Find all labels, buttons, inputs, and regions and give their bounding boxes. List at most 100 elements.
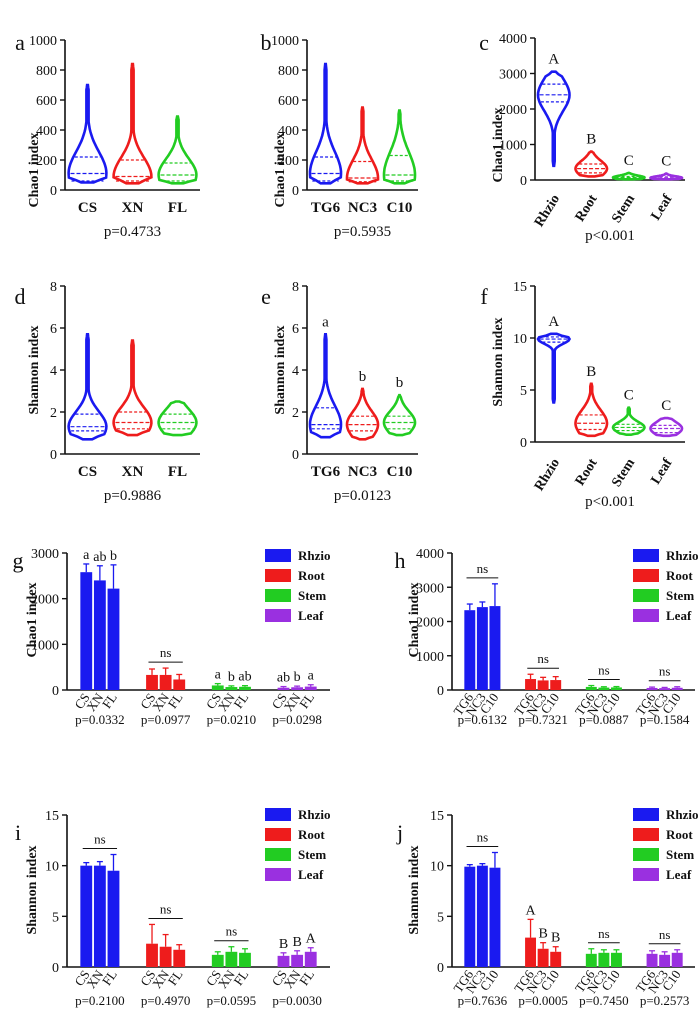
y-tick-label: 6 bbox=[50, 322, 57, 337]
x-tick-label: CS bbox=[71, 967, 92, 989]
y-tick-label: 3000 bbox=[499, 68, 527, 83]
legend-swatch bbox=[265, 549, 291, 562]
panel-label: d bbox=[15, 284, 26, 309]
x-tick-label: FL bbox=[230, 967, 251, 988]
y-tick-label: 1000 bbox=[31, 638, 59, 653]
legend-label: Root bbox=[298, 827, 325, 842]
bar-FL bbox=[239, 952, 251, 967]
panel-label: h bbox=[395, 548, 406, 573]
significance-label: ns bbox=[226, 924, 238, 939]
significance-label: ns bbox=[659, 664, 671, 679]
legend-label: Rhzio bbox=[298, 548, 331, 563]
y-tick-label: 1000 bbox=[29, 34, 57, 49]
y-tick-label: 600 bbox=[278, 94, 299, 109]
legend-label: Stem bbox=[298, 588, 326, 603]
bar-FL bbox=[239, 686, 251, 690]
significance-letter: C bbox=[624, 153, 634, 169]
bar-TG6 bbox=[525, 937, 537, 967]
significance-letter: B bbox=[292, 935, 301, 950]
bar-NC3 bbox=[537, 948, 549, 967]
x-tick-label: CS bbox=[269, 690, 290, 712]
violin-Root bbox=[574, 150, 609, 178]
y-axis-label: Chao1 index bbox=[25, 582, 40, 657]
y-tick-label: 2000 bbox=[416, 616, 444, 631]
significance-label: ns bbox=[94, 832, 106, 847]
significance-letter: B bbox=[586, 132, 596, 148]
p-value: p<0.001 bbox=[585, 228, 635, 244]
panel-label: c bbox=[479, 30, 489, 55]
x-tick-label: FL bbox=[168, 464, 187, 480]
y-tick-label: 2000 bbox=[31, 593, 59, 608]
y-tick-label: 5 bbox=[437, 910, 444, 925]
bar-CS bbox=[277, 955, 290, 967]
significance-label: ns bbox=[598, 663, 610, 678]
violin-NC3 bbox=[345, 387, 380, 441]
significance-letter: C bbox=[661, 398, 671, 414]
y-tick-label: 0 bbox=[437, 961, 444, 976]
bar-XN bbox=[159, 674, 172, 690]
bar-CS bbox=[80, 865, 93, 967]
violin-Leaf bbox=[648, 172, 684, 181]
y-tick-label: 10 bbox=[513, 332, 527, 347]
x-tick-label: CS bbox=[137, 967, 158, 989]
x-tick-label: Stem bbox=[609, 456, 638, 490]
p-value: p<0.001 bbox=[585, 494, 635, 510]
legend-swatch bbox=[265, 868, 291, 881]
y-axis-label: Chao1 index bbox=[407, 582, 422, 657]
y-tick-label: 2 bbox=[50, 406, 57, 421]
x-tick-label: Leaf bbox=[648, 192, 675, 223]
violin-C10 bbox=[382, 109, 417, 185]
significance-letter: C bbox=[661, 154, 671, 170]
p-value: p=0.0887 bbox=[579, 712, 629, 727]
bar-XN bbox=[291, 687, 304, 690]
x-tick-label: C10 bbox=[387, 464, 413, 480]
x-tick-label: Rhzio bbox=[532, 456, 563, 494]
bar-XN bbox=[93, 865, 106, 967]
y-tick-label: 0 bbox=[292, 448, 299, 463]
significance-letter: C bbox=[624, 388, 634, 404]
p-value: p=0.0332 bbox=[75, 712, 125, 727]
legend-label: Rhzio bbox=[298, 807, 331, 822]
legend-label: Stem bbox=[666, 847, 694, 862]
legend-label: Root bbox=[298, 568, 325, 583]
legend-label: Leaf bbox=[666, 608, 692, 623]
bar-CS bbox=[146, 674, 158, 690]
panel-label: f bbox=[480, 284, 488, 309]
significance-letter: b bbox=[294, 670, 301, 685]
violin-Stem bbox=[611, 171, 646, 181]
significance-label: ns bbox=[477, 561, 489, 576]
x-tick-label: CS bbox=[203, 690, 224, 712]
legend-label: Stem bbox=[298, 847, 326, 862]
violin-NC3 bbox=[345, 106, 380, 185]
p-value: p=0.0595 bbox=[207, 993, 257, 1008]
y-axis-label: Shannon index bbox=[273, 325, 288, 414]
y-tick-label: 10 bbox=[45, 860, 59, 875]
bar-TG6 bbox=[585, 953, 597, 967]
significance-label: ns bbox=[537, 651, 549, 666]
y-tick-label: 3000 bbox=[31, 547, 59, 562]
violin-TG6 bbox=[308, 333, 343, 439]
y-tick-label: 15 bbox=[513, 280, 527, 295]
significance-label: ns bbox=[160, 645, 172, 660]
x-tick-label: FL bbox=[168, 200, 187, 216]
bar-CS bbox=[277, 687, 290, 690]
y-axis-label: Chao1 index bbox=[491, 107, 506, 182]
x-tick-label: XN bbox=[122, 200, 144, 216]
x-tick-label: Stem bbox=[609, 192, 638, 226]
y-tick-label: 2000 bbox=[499, 103, 527, 118]
significance-letter: B bbox=[279, 937, 288, 952]
bar-FL bbox=[304, 686, 317, 690]
legend-label: Root bbox=[666, 568, 693, 583]
y-tick-label: 8 bbox=[50, 280, 57, 295]
y-tick-label: 400 bbox=[36, 124, 57, 139]
legend-swatch bbox=[265, 828, 291, 841]
y-tick-label: 800 bbox=[278, 64, 299, 79]
p-value: p=0.6132 bbox=[458, 712, 508, 727]
panel-label: g bbox=[13, 548, 24, 573]
legend-swatch bbox=[633, 868, 659, 881]
bar-TG6 bbox=[525, 679, 537, 690]
panel-a: 0 200 400 600 800 1000 Chao1 index a CS XN FL p=0.4… bbox=[15, 30, 200, 240]
